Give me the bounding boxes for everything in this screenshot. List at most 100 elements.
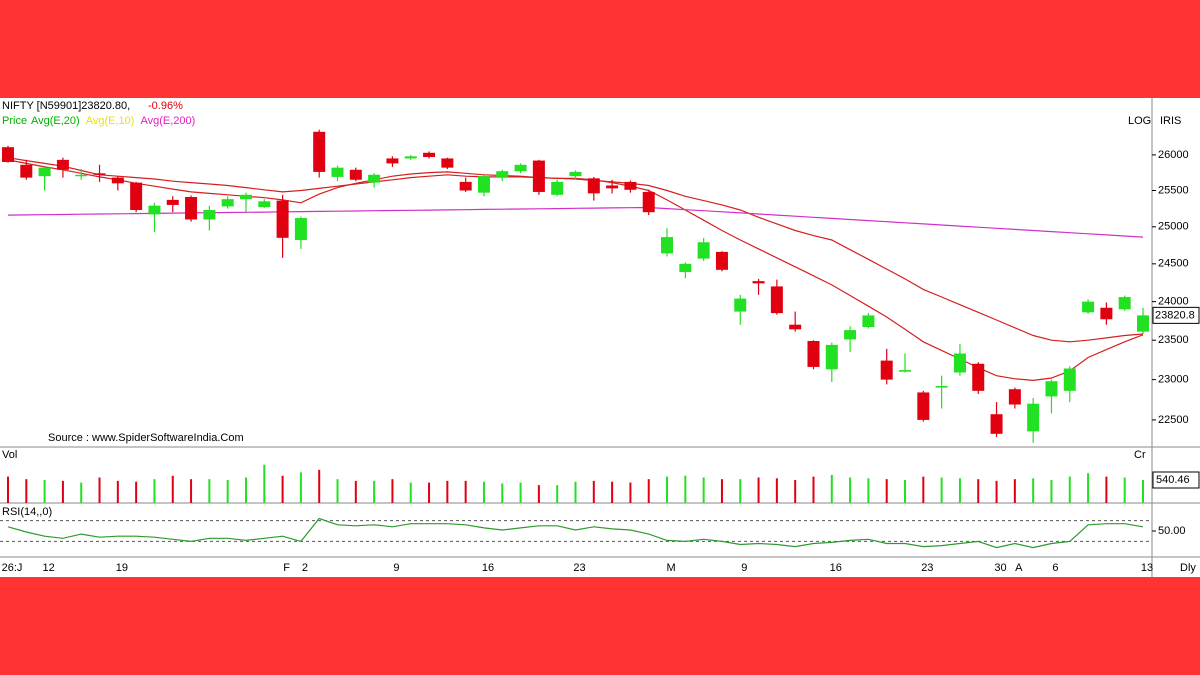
- candle-body: [514, 164, 527, 172]
- candle-body: [239, 194, 252, 200]
- candle-body: [111, 177, 124, 184]
- candle-body: [477, 176, 490, 193]
- y-tick-label: 22500: [1158, 414, 1189, 426]
- candle-body: [294, 218, 307, 241]
- volume-bar: [281, 475, 284, 503]
- volume-bar: [849, 477, 852, 503]
- volume-bar: [922, 476, 925, 503]
- ma-line: [7, 206, 1144, 238]
- volume-bar: [336, 479, 339, 503]
- last-price-label: 23820.8: [1155, 309, 1195, 321]
- volume-bar: [153, 479, 156, 503]
- candle-body: [880, 360, 893, 380]
- candle-body: [917, 392, 930, 420]
- y-tick-label: 24000: [1158, 296, 1189, 308]
- candle-body: [20, 164, 33, 178]
- volume-bar: [757, 477, 760, 503]
- volume-bar: [116, 480, 119, 503]
- candle-body: [313, 131, 326, 172]
- volume-unit: Cr: [1134, 449, 1146, 461]
- volume-bar: [775, 478, 778, 503]
- rsi-title: RSI(14,,0): [2, 506, 52, 518]
- volume-bar: [1142, 480, 1144, 503]
- volume-bar: [482, 481, 485, 503]
- x-tick-label: 9: [393, 562, 399, 574]
- candle-body: [1027, 403, 1040, 432]
- volume-bar: [80, 482, 83, 503]
- volume-bar: [391, 479, 394, 503]
- candle-body: [203, 210, 216, 220]
- candle-body: [661, 237, 674, 254]
- x-tick-label: 26:J: [2, 562, 23, 574]
- volume-bar: [1013, 479, 1016, 503]
- candle-body: [221, 199, 234, 207]
- candle-body: [1045, 381, 1058, 397]
- candle-body: [935, 386, 948, 388]
- candle-body: [1082, 301, 1095, 313]
- candle-body: [386, 158, 399, 164]
- bottom-band: [0, 577, 1200, 675]
- ma-line: [7, 159, 1144, 382]
- volume-bar: [885, 479, 888, 503]
- candle-body: [93, 173, 106, 175]
- x-tick-label: M: [666, 562, 675, 574]
- volume-bar: [556, 485, 559, 503]
- volume-bar: [720, 479, 723, 503]
- volume-bar: [43, 480, 46, 503]
- candle-body: [331, 167, 344, 177]
- candle-body: [496, 171, 509, 177]
- volume-bar: [647, 479, 650, 503]
- legend-entry: Avg(E,20): [31, 115, 80, 127]
- volume-bar: [812, 476, 815, 503]
- candle-body: [569, 171, 582, 177]
- volume-title: Vol: [2, 449, 17, 461]
- y-tick-label: 23000: [1158, 374, 1189, 386]
- source-annotation: Source : www.SpiderSoftwareIndia.Com: [48, 432, 244, 444]
- volume-bar: [318, 469, 321, 503]
- volume-bar: [519, 482, 522, 503]
- volume-bar: [958, 478, 961, 503]
- volume-bar: [208, 479, 211, 503]
- extra-label: IRIS: [1160, 115, 1181, 127]
- price-change: -0.96%: [148, 100, 183, 112]
- candle-body: [953, 353, 966, 373]
- candle-body: [789, 324, 802, 330]
- volume-bar: [428, 482, 431, 503]
- candle-body: [56, 159, 69, 170]
- volume-bar: [794, 480, 797, 503]
- volume-bar: [501, 483, 504, 503]
- volume-bar: [702, 477, 705, 503]
- candle-body: [349, 169, 362, 180]
- candle-body: [990, 414, 1003, 434]
- volume-bar: [1087, 473, 1090, 503]
- candle-body: [38, 167, 51, 177]
- legend-entry: Avg(E,10): [86, 115, 135, 127]
- candle-body: [166, 199, 179, 205]
- volume-bar: [190, 479, 193, 503]
- volume-bar: [574, 481, 577, 503]
- candle-body: [770, 286, 783, 314]
- volume-bar: [446, 480, 449, 503]
- volume-bar: [830, 474, 833, 503]
- volume-bar: [61, 480, 64, 503]
- volume-bar: [1032, 478, 1035, 503]
- candle-body: [404, 156, 417, 159]
- volume-bar: [629, 482, 632, 503]
- candle-body: [734, 298, 747, 312]
- legend-price: Price: [2, 115, 27, 127]
- candle-body: [752, 281, 765, 284]
- candle-body: [75, 174, 88, 177]
- volume-bar: [98, 477, 101, 503]
- volume-bar: [977, 479, 980, 503]
- volume-bar: [409, 482, 412, 503]
- x-tick-label: F: [283, 562, 290, 574]
- chart-title: NIFTY [N59901]23820.80,: [2, 100, 130, 112]
- volume-bar: [666, 476, 669, 503]
- y-tick-label: 25000: [1158, 221, 1189, 233]
- candle-body: [624, 181, 637, 190]
- volume-bar: [904, 480, 907, 503]
- y-tick-label: 50.00: [1158, 525, 1186, 537]
- volume-bar: [940, 477, 943, 503]
- volume-bar: [739, 479, 742, 503]
